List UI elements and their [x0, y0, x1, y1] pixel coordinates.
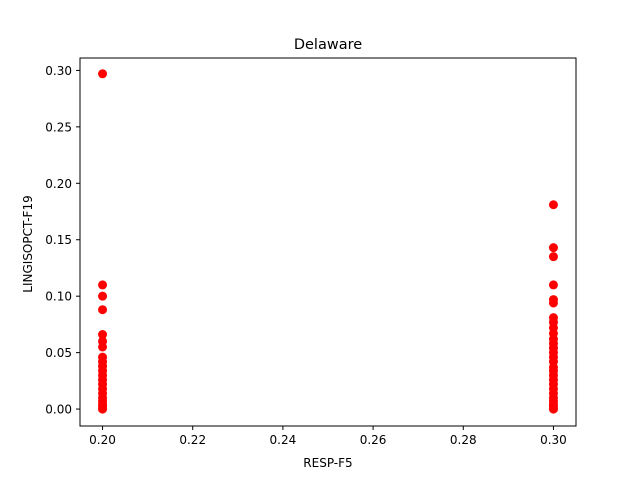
data-point-0-6 — [98, 342, 108, 352]
x-tick-label: 0.20 — [89, 433, 116, 447]
y-tick-label: 0.05 — [45, 346, 72, 360]
y-tick-label: 0.20 — [45, 177, 72, 191]
x-axis-label: RESP-F5 — [303, 456, 352, 470]
data-point-0-26 — [548, 298, 558, 308]
x-tick-label: 0.30 — [540, 433, 567, 447]
y-tick-label: 0.00 — [45, 403, 72, 417]
y-tick-label: 0.15 — [45, 233, 72, 247]
data-point-0-21 — [548, 200, 558, 210]
x-tick-label: 0.26 — [360, 433, 387, 447]
data-point-0-24 — [548, 280, 558, 290]
data-point-0-23 — [548, 252, 558, 262]
data-point-0-48 — [548, 404, 558, 414]
plot-frame — [79, 57, 577, 427]
data-point-0-1 — [98, 280, 108, 290]
y-tick-label: 0.30 — [45, 64, 72, 78]
data-point-0-0 — [98, 69, 108, 79]
y-axis-label: LINGISOPCT-F19 — [21, 195, 35, 292]
x-tick-label: 0.28 — [450, 433, 477, 447]
x-tick-label: 0.22 — [179, 433, 206, 447]
x-tick-label: 0.24 — [270, 433, 297, 447]
axes-layer: 0.20 0.22 0.24 0.26 0.28 0.30 0.00 0.05 0.10 0.15… — [45, 57, 577, 447]
y-tick-label: 0.25 — [45, 120, 72, 134]
data-point-0-3 — [98, 305, 108, 315]
data-point-0-20 — [98, 404, 108, 414]
y-tick-label: 0.10 — [45, 290, 72, 304]
plot-layer — [98, 69, 558, 414]
data-point-0-2 — [98, 291, 108, 301]
chart-title: Delaware — [294, 37, 362, 53]
data-point-0-22 — [548, 243, 558, 253]
data-point-0-4 — [98, 330, 108, 340]
